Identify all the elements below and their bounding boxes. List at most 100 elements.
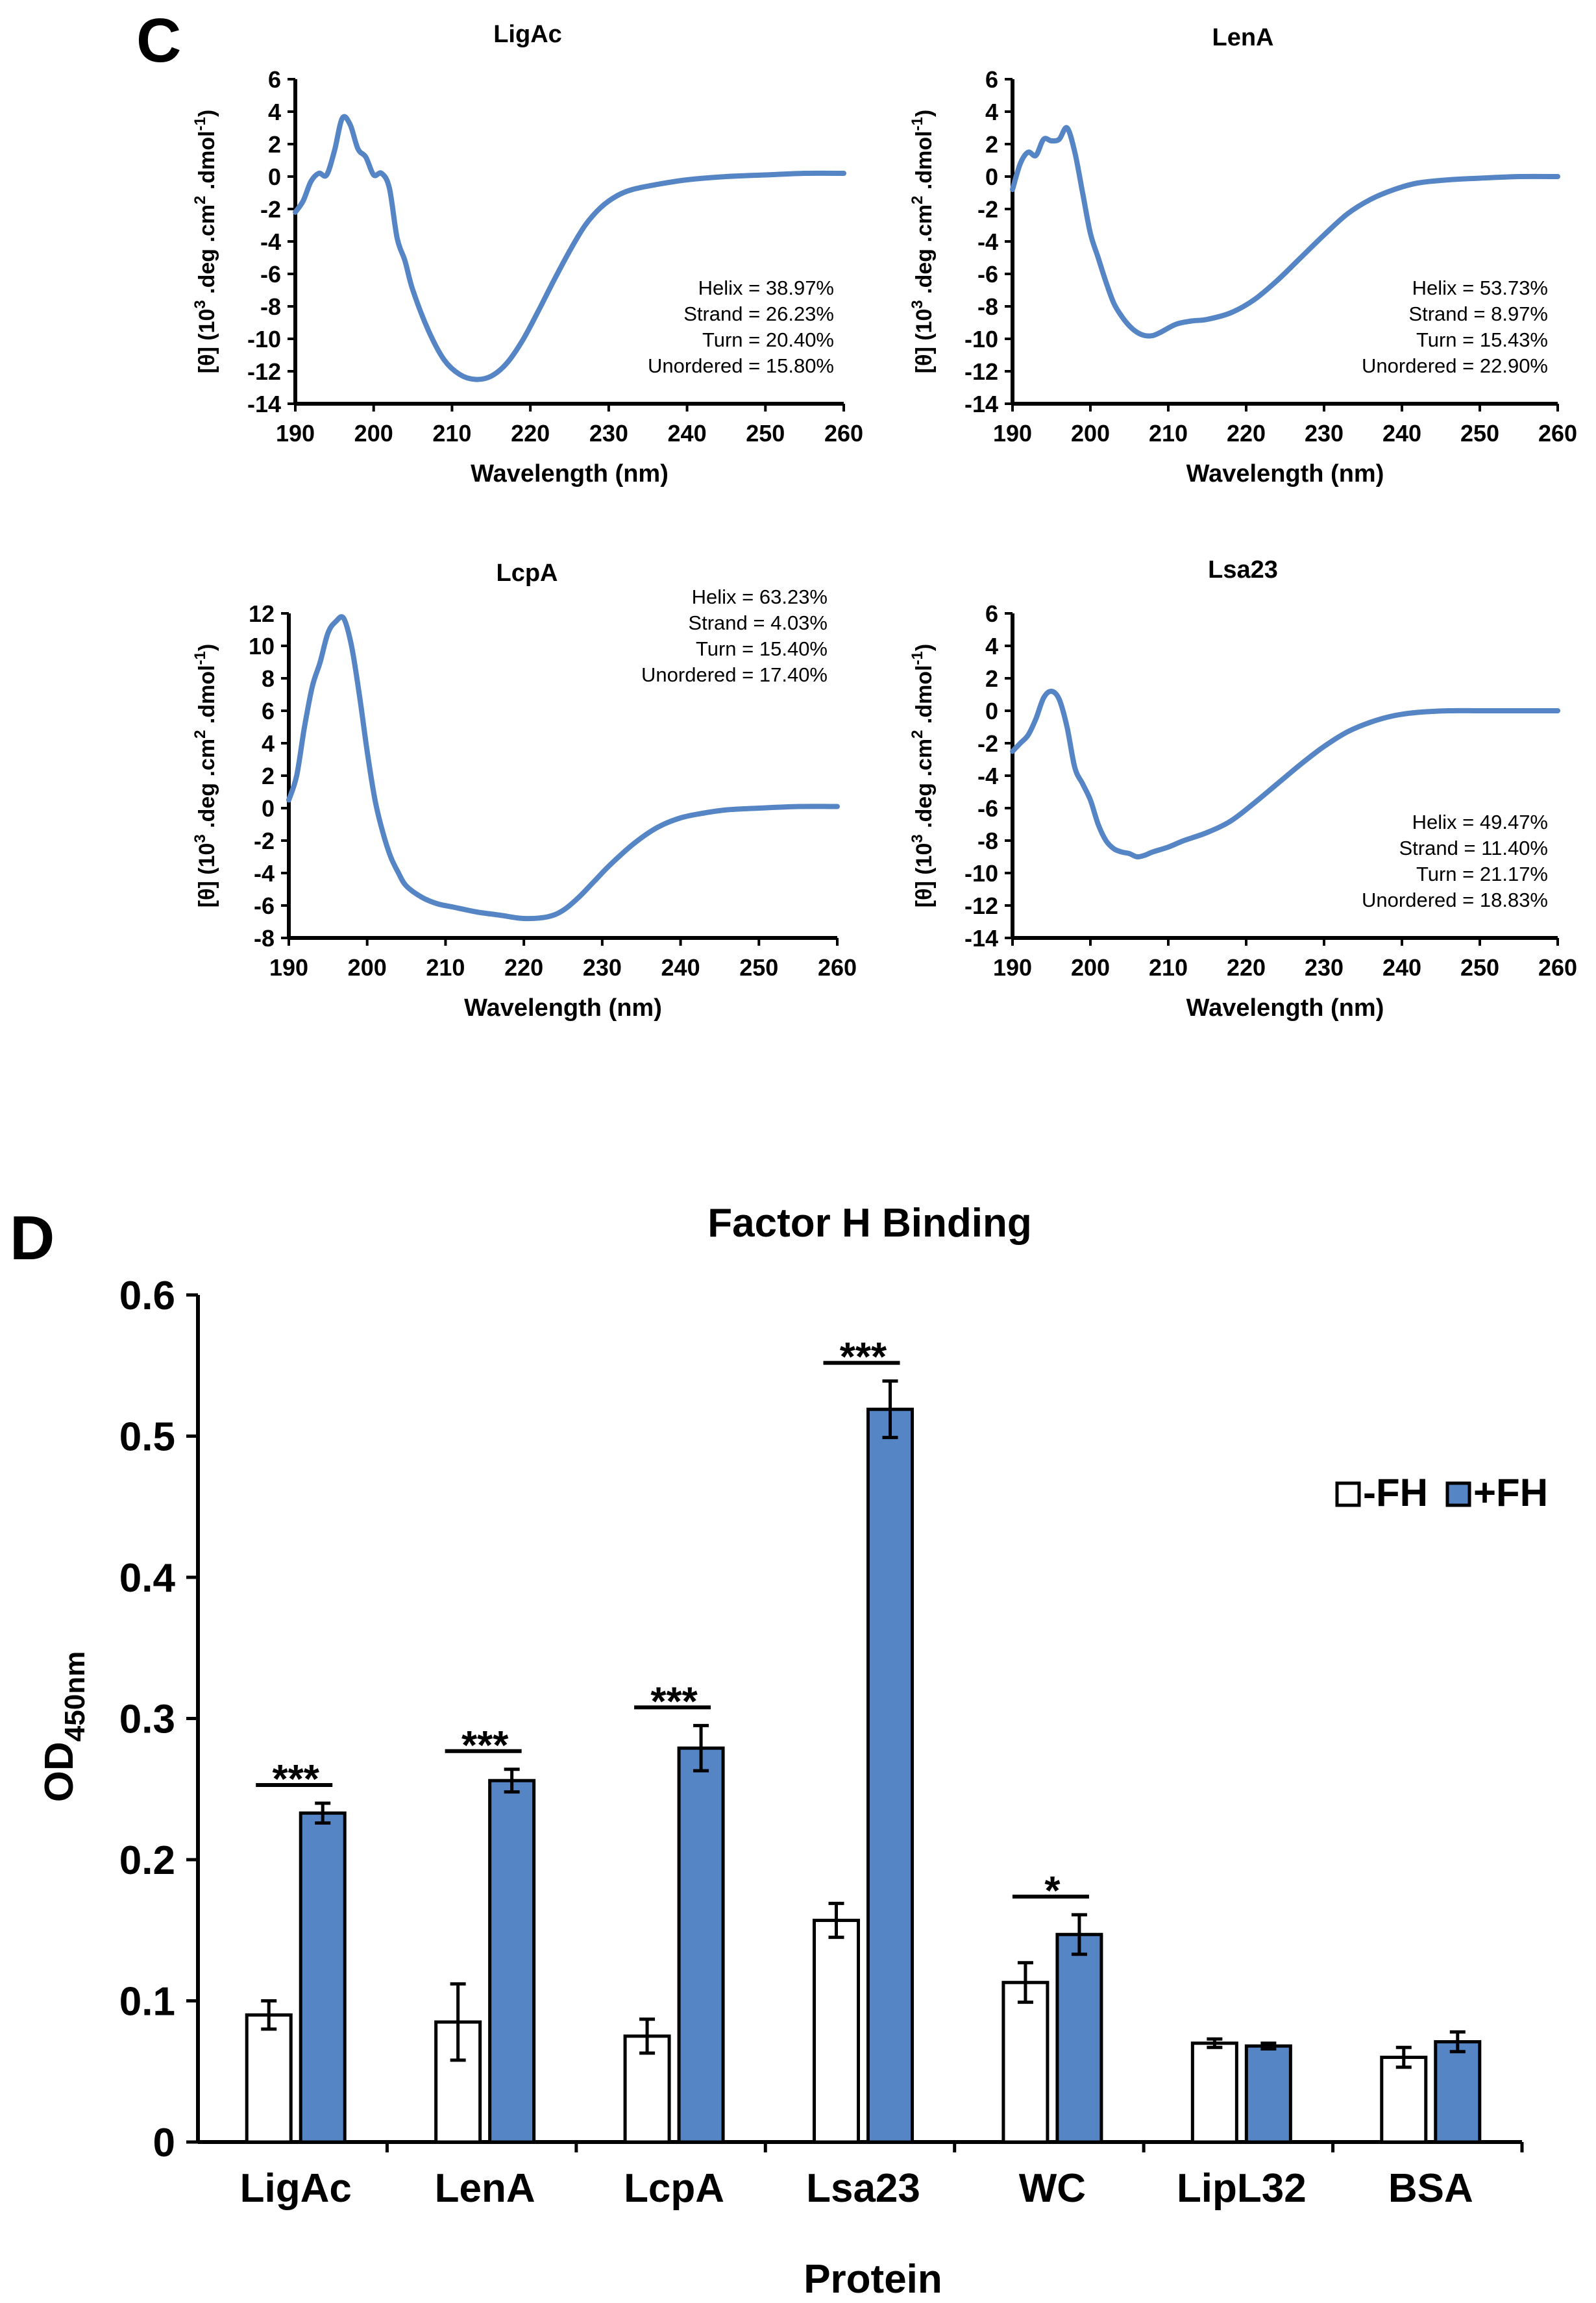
y-tick-label: 0.4 <box>119 1556 176 1601</box>
x-tick-label: 260 <box>1538 420 1577 447</box>
structure-annotation: Strand = 4.03% <box>688 611 828 634</box>
x-axis-label: Protein <box>804 2257 942 2302</box>
bar-plus-fh <box>488 1779 536 2144</box>
x-tick-label: Lsa23 <box>806 2166 920 2211</box>
y-tick-label: 0 <box>985 698 998 724</box>
y-axis-label: [θ] (103 .deg .cm2 .dmol-1) <box>909 110 937 373</box>
bar-plus-fh <box>677 1746 725 2144</box>
panel-label-d: D <box>10 1203 55 1273</box>
x-tick-label: BSA <box>1388 2166 1473 2211</box>
significance-stars: *** <box>461 1723 509 1768</box>
y-tick-label: 0.5 <box>119 1415 175 1460</box>
y-tick-label: 0.1 <box>119 1980 175 2025</box>
y-tick-label: 2 <box>268 131 281 158</box>
y-tick-label: -4 <box>977 228 998 255</box>
structure-annotation: Turn = 15.43% <box>1416 328 1548 351</box>
x-tick-label: 220 <box>1227 420 1266 447</box>
bar-group-lipl32: LipL32 <box>1177 2037 1335 2211</box>
bar-group-lena: LenA *** <box>434 1723 578 2211</box>
x-tick-label: 200 <box>348 954 387 981</box>
x-tick-label: 240 <box>668 420 707 447</box>
x-tick-label: 200 <box>1071 420 1110 447</box>
y-axis-label: [θ] (103 .deg .cm2 .dmol-1) <box>191 110 219 373</box>
panel-label-c: C <box>136 6 181 75</box>
x-tick-label: LcpA <box>624 2166 724 2211</box>
cd-spectrum-line <box>293 114 846 382</box>
y-tick-label: -4 <box>254 860 275 887</box>
bar-minus-fh <box>245 2013 293 2144</box>
x-tick-label: 250 <box>1460 954 1499 981</box>
y-tick-label: 0.6 <box>119 1274 175 1318</box>
significance-stars: *** <box>650 1679 698 1724</box>
x-tick-label: 190 <box>993 420 1032 447</box>
y-tick-label: -6 <box>977 261 998 288</box>
legend-label-minus-fh: -FH <box>1363 1471 1428 1514</box>
chart-title: LenA <box>1212 24 1274 51</box>
legend: -FH +FH <box>1335 1471 1548 1514</box>
y-tick-label: -10 <box>964 860 998 887</box>
cd-spectrum-line <box>1010 125 1560 339</box>
x-tick-label: 190 <box>276 420 315 447</box>
y-axis-label: [θ] (103 .deg .cm2 .dmol-1) <box>191 644 219 907</box>
bar-plus-fh <box>1244 2044 1292 2144</box>
structure-annotation: Turn = 21.17% <box>1416 863 1548 885</box>
bar-minus-fh <box>1190 2041 1238 2144</box>
cd-chart-ligac: LigAc 6 4 2 0 -2 -4 -6 -8 -10 -12 -14 190 200 210 220 23… <box>191 21 863 487</box>
y-tick-label: 6 <box>262 698 275 724</box>
chart-title: Lsa23 <box>1208 556 1278 584</box>
y-tick-label: 12 <box>249 600 275 627</box>
legend-label-plus-fh: +FH <box>1473 1471 1548 1514</box>
bar-group-bsa: BSA <box>1380 2030 1524 2211</box>
bar-plus-fh <box>1055 1932 1103 2144</box>
significance-stars: * <box>1044 1869 1061 1914</box>
cd-spectrum-line <box>286 614 840 922</box>
x-tick-label: LigAc <box>240 2166 352 2211</box>
x-tick-label: 240 <box>1382 954 1421 981</box>
bar-group-ligac: LigAc *** <box>240 1757 389 2211</box>
significance-stars: *** <box>273 1757 320 1802</box>
x-tick-label: WC <box>1019 2166 1086 2211</box>
y-tick-label: -14 <box>247 391 281 417</box>
x-axis-label: Wavelength (nm) <box>464 994 662 1022</box>
y-tick-label: -8 <box>977 293 998 320</box>
y-tick-label: -6 <box>977 795 998 822</box>
y-tick-label: -6 <box>260 261 281 288</box>
y-tick-label: 8 <box>262 665 275 692</box>
y-tick-label: -6 <box>254 893 275 919</box>
x-tick-label: 250 <box>746 420 785 447</box>
structure-annotation: Helix = 63.23% <box>692 585 828 608</box>
x-tick-label: 240 <box>661 954 700 981</box>
x-tick-label: 260 <box>824 420 863 447</box>
y-tick-label: 4 <box>262 730 275 757</box>
significance-stars: *** <box>840 1335 887 1380</box>
x-axis-label: Wavelength (nm) <box>1186 460 1384 487</box>
x-axis-label: Wavelength (nm) <box>1186 994 1384 1022</box>
y-tick-label: 2 <box>985 131 998 158</box>
y-tick-label: 2 <box>262 763 275 789</box>
x-tick-label: 210 <box>432 420 471 447</box>
x-tick-label: 220 <box>1227 954 1266 981</box>
y-tick-label: 4 <box>268 99 281 125</box>
structure-annotation: Helix = 49.47% <box>1412 811 1548 833</box>
x-tick-label: 230 <box>583 954 622 981</box>
chart-title: Factor H Binding <box>707 1201 1031 1246</box>
x-tick-label: 230 <box>1305 954 1344 981</box>
bar-plus-fh <box>1434 2040 1482 2144</box>
x-tick-label: 210 <box>1149 420 1188 447</box>
structure-annotation: Turn = 15.40% <box>696 637 828 660</box>
y-tick-label: -12 <box>247 358 281 385</box>
y-tick-label: -2 <box>260 196 281 223</box>
y-tick-label: 6 <box>985 600 998 627</box>
y-tick-label: 4 <box>985 99 998 125</box>
y-tick-label: 4 <box>985 633 998 659</box>
structure-annotation: Strand = 11.40% <box>1399 837 1548 859</box>
y-tick-label: -14 <box>964 391 998 417</box>
y-tick-label: -2 <box>977 730 998 757</box>
y-tick-label: -12 <box>964 893 998 919</box>
x-tick-label: 230 <box>1305 420 1344 447</box>
structure-annotation: Strand = 8.97% <box>1408 302 1548 325</box>
y-tick-label: -10 <box>247 326 281 352</box>
y-axis-label: [θ] (103 .deg .cm2 .dmol-1) <box>909 644 937 907</box>
bar-group-lcpa: LcpA *** <box>623 1679 767 2211</box>
